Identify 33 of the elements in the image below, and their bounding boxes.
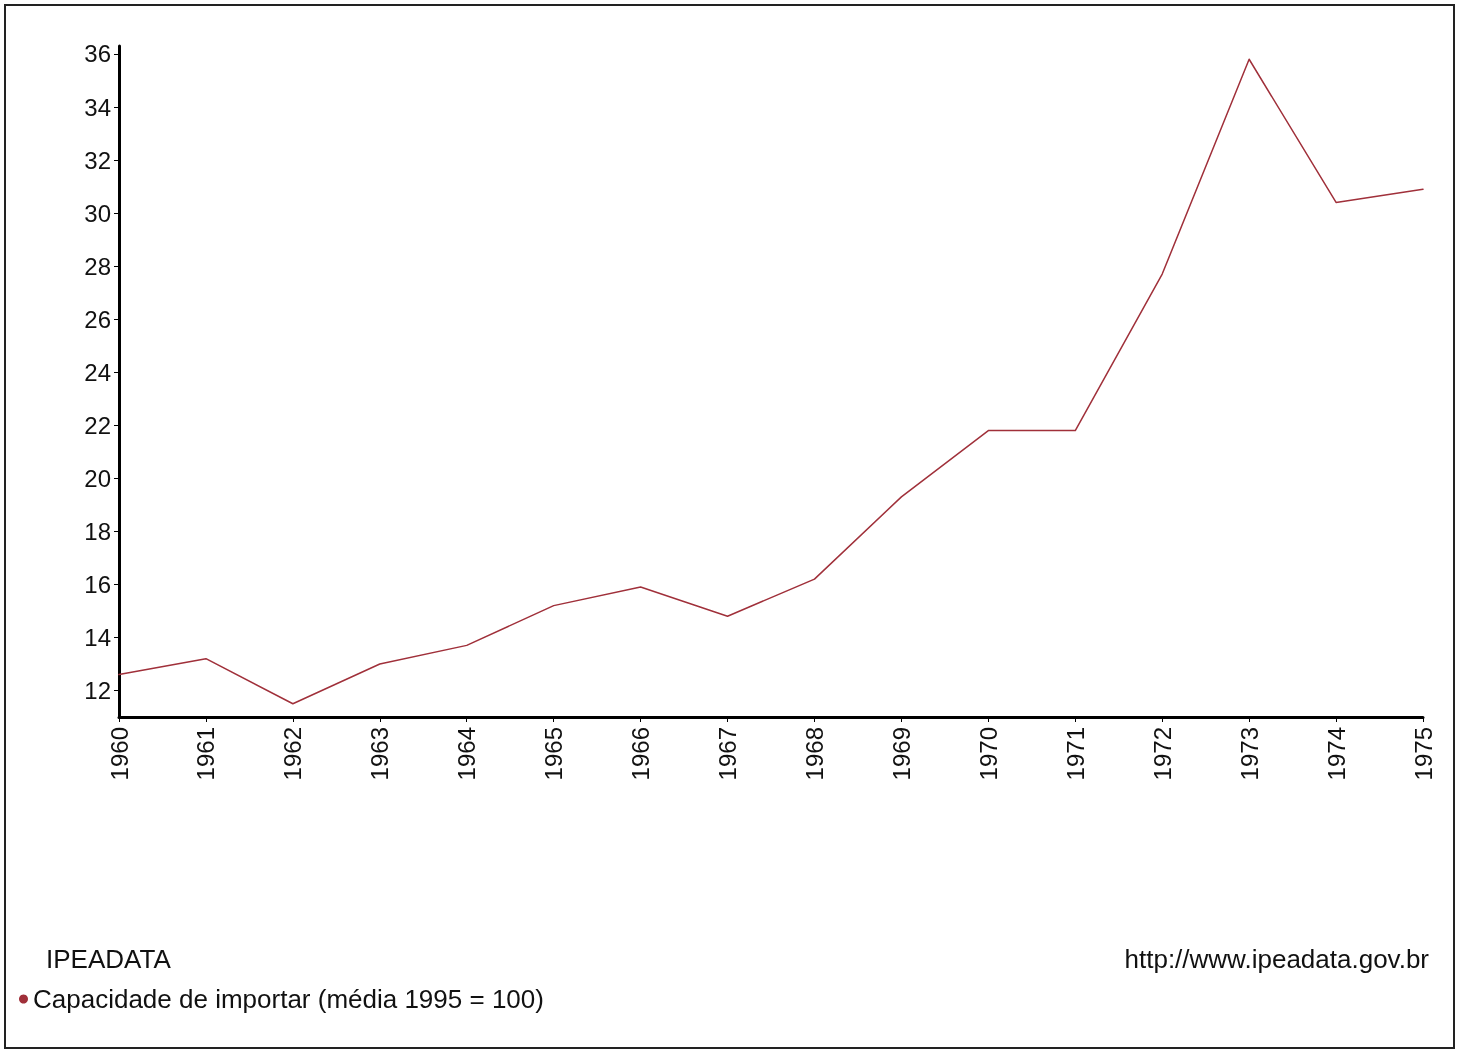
x-tick-label: 1968 — [800, 727, 828, 781]
x-tick-label: 1974 — [1322, 727, 1350, 781]
x-tick-label: 1969 — [887, 727, 915, 781]
y-tick-label: 36 — [84, 40, 111, 68]
x-tick-label: 1962 — [279, 727, 307, 781]
text: http://www.ipeadata.gov.br — [1124, 944, 1430, 974]
y-tick-label: 32 — [84, 146, 111, 174]
y-tick-label: 14 — [84, 623, 111, 651]
x-tick-label: 1960 — [105, 727, 133, 781]
x-tick-label: 1972 — [1148, 727, 1176, 781]
x-tick-label: 1964 — [453, 727, 481, 781]
y-tick-label: 18 — [84, 517, 111, 545]
x-tick-label: 1966 — [627, 727, 655, 781]
y-tick-label: 16 — [84, 570, 111, 598]
y-tick-label: 34 — [84, 93, 111, 121]
y-tick-label: 24 — [84, 358, 111, 386]
x-tick-label: 1965 — [540, 727, 568, 781]
y-tick-label: 30 — [84, 199, 111, 227]
x-tick-label: 1963 — [366, 727, 394, 781]
y-tick-label: 26 — [84, 305, 111, 333]
text: IPEADATA — [46, 944, 172, 974]
x-tick-label: 1971 — [1061, 727, 1089, 781]
x-tick-label: 1973 — [1235, 727, 1263, 781]
legend-label: Capacidade de importar (média 1995 = 100) — [33, 984, 544, 1014]
line-series — [118, 58, 1424, 705]
y-tick-label: 20 — [84, 464, 111, 492]
y-tick-label: 22 — [84, 411, 111, 439]
x-tick-label: 1975 — [1409, 727, 1437, 781]
x-tick-label: 1970 — [974, 727, 1002, 781]
x-tick-label: 1961 — [192, 727, 220, 781]
y-tick-label: 12 — [84, 676, 111, 704]
y-tick-label: 28 — [84, 252, 111, 280]
x-tick-label: 1967 — [714, 727, 742, 781]
